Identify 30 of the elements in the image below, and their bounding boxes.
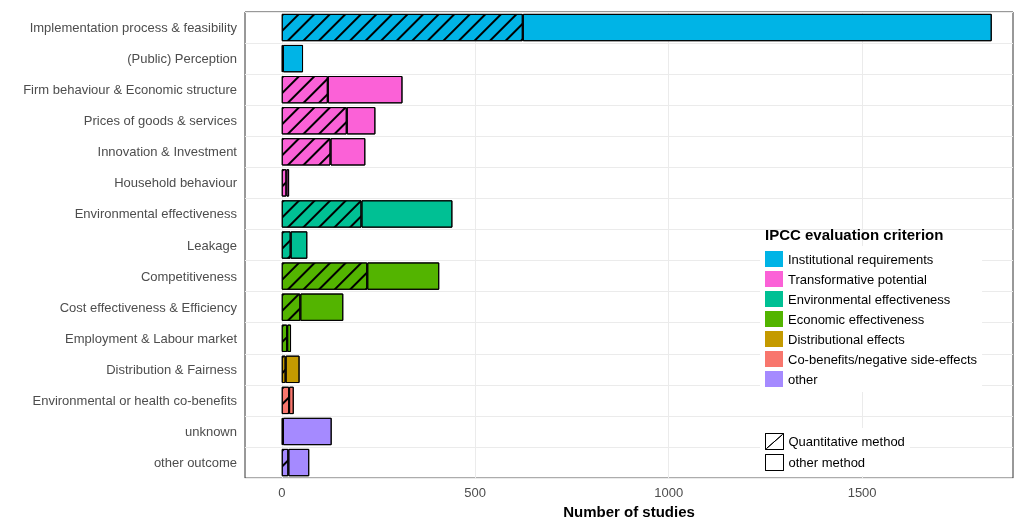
y-tick-label: Environmental effectiveness [74,206,238,222]
legend-label: other [788,371,819,387]
legend-label: other method [788,455,866,470]
legend-label: Distributional effects [788,331,906,347]
x-tick-label: 1500 [847,485,877,501]
y-tick-label: Prices of goods & services [83,113,238,129]
legend-label: Institutional requirements [788,251,934,267]
legend-label: Transformative potential [788,271,928,287]
y-tick-label: Household behaviour [114,175,238,191]
y-tick-label: unknown [184,423,237,439]
y-tick-label: (Public) Perception [127,51,237,67]
legend-label: Economic effectiveness [788,311,925,327]
y-tick-label: other outcome [153,455,237,471]
y-tick-label: Competitiveness [140,268,238,284]
legend-label: Environmental effectiveness [788,291,951,307]
legend-title: IPCC evaluation criterion [765,226,944,243]
x-axis-title: Number of studies [563,503,695,520]
y-tick-label: Innovation & Investment [97,144,238,160]
y-tick-label: Leakage [187,237,237,253]
y-tick-label: Cost effectiveness & Efficiency [59,299,238,315]
x-tick-label: 500 [464,485,487,501]
y-tick-label: Environmental or health co-benefits [32,392,238,408]
legend-label: Quantitative method [788,434,905,449]
y-tick-label: Firm behaviour & Economic structure [23,82,237,98]
legend-label: Co-benefits/negative side-effects [788,351,978,367]
x-tick-label: 1000 [654,485,684,501]
y-tick-label: Employment & Labour market [65,330,238,346]
y-tick-label: Implementation process & feasibility [29,20,238,36]
y-tick-label: Distribution & Fairness [106,361,238,377]
x-tick-label: 0 [278,485,286,501]
